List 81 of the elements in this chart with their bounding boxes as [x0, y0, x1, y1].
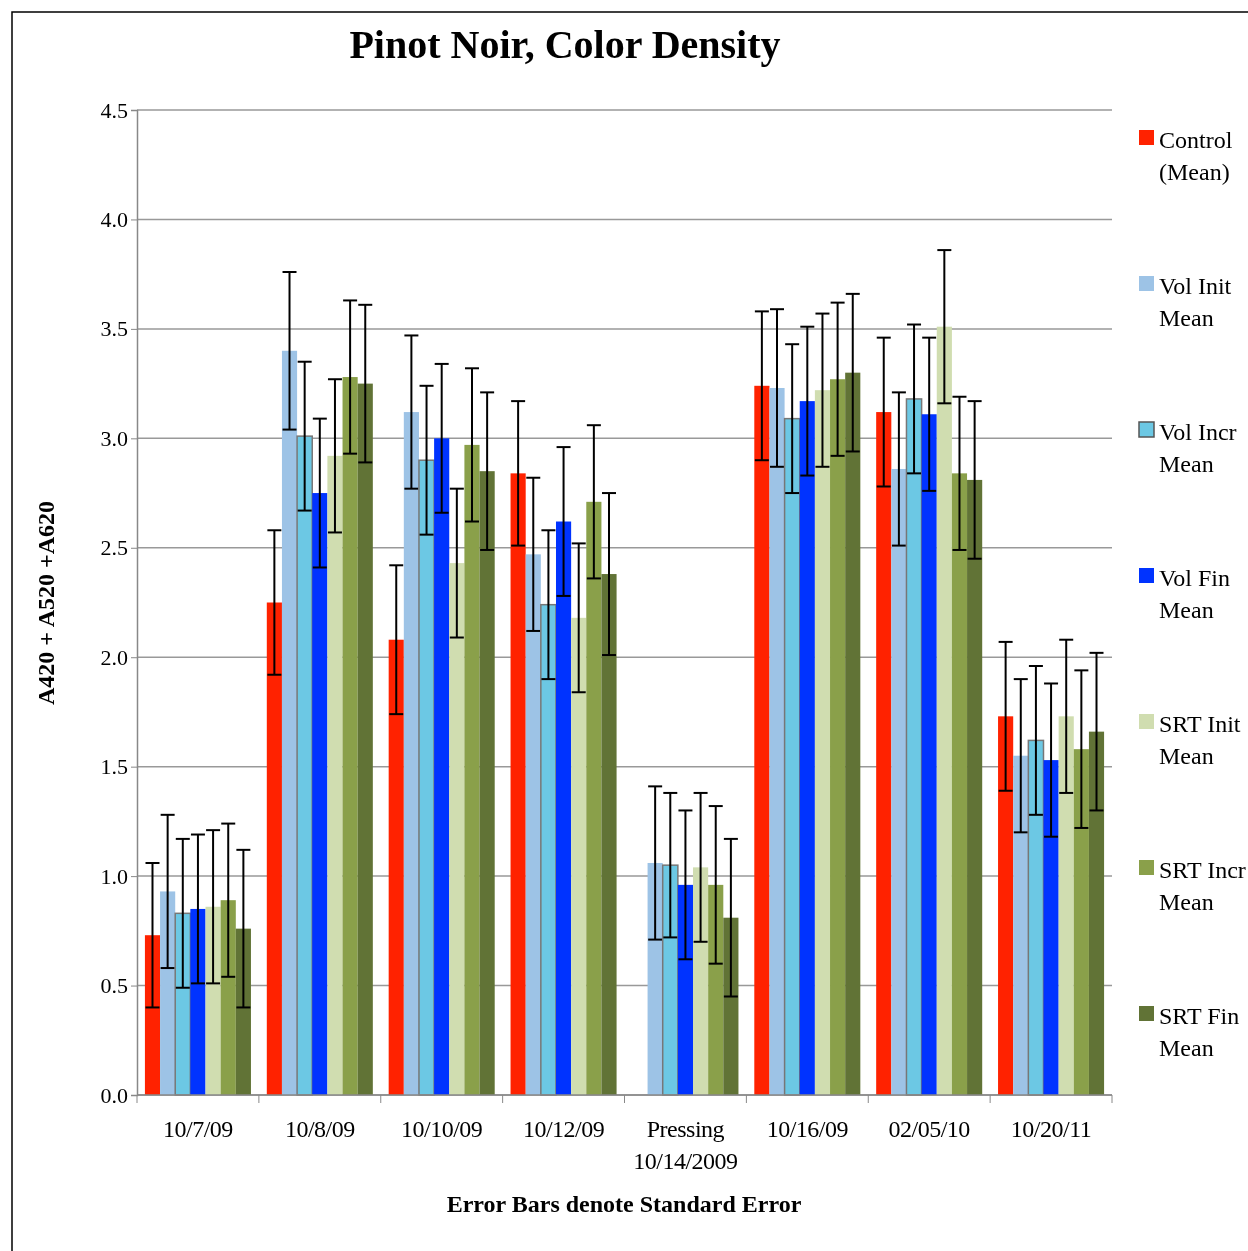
bar: [525, 554, 541, 1095]
bar: [220, 900, 236, 1095]
bar: [449, 563, 465, 1095]
legend-label: Vol Incr Mean: [1159, 419, 1237, 477]
x-tick-label: 02/05/10: [888, 1116, 971, 1142]
bar: [708, 884, 724, 1095]
y-tick-label: 3.0: [100, 425, 128, 451]
y-tick-label: 2.0: [100, 644, 128, 670]
x-tick-label: 10/7/09: [163, 1116, 234, 1142]
bar: [723, 917, 739, 1095]
bar: [479, 471, 495, 1095]
bar: [296, 435, 313, 1096]
bar: [845, 372, 861, 1095]
bar: [601, 574, 617, 1095]
bar: [1027, 739, 1045, 1096]
bar: [967, 479, 983, 1095]
x-tick-label: Pressing 10/14/2009: [633, 1116, 739, 1174]
bar: [693, 867, 709, 1095]
bar: [418, 459, 435, 1096]
x-tick-label: 10/16/09: [766, 1116, 849, 1142]
bar: [205, 906, 221, 1095]
bar: [510, 473, 526, 1095]
bar: [891, 468, 907, 1095]
x-tick-label: 10/8/09: [284, 1116, 356, 1142]
legend-label: Control (Mean): [1159, 127, 1233, 185]
bar: [1043, 760, 1059, 1095]
legend-label: Vol Fin Mean: [1159, 565, 1230, 623]
legend-label: SRT Incr Mean: [1159, 857, 1246, 915]
bar: [403, 412, 419, 1095]
legend-label: SRT Fin Mean: [1159, 1003, 1240, 1061]
bar: [266, 602, 282, 1095]
x-axis-title: Error Bars denote Standard Error: [446, 1191, 802, 1217]
bar: [1058, 716, 1074, 1095]
y-tick-label: 0.5: [100, 973, 128, 999]
bar: [661, 864, 679, 1096]
y-tick-label: 1.0: [100, 863, 128, 889]
bar: [327, 455, 343, 1095]
bar: [312, 493, 328, 1095]
chart-title: Pinot Noir, Color Density: [349, 22, 781, 67]
y-tick-label: 4.0: [100, 206, 128, 232]
bar: [1073, 749, 1089, 1095]
bar: [921, 414, 937, 1095]
x-tick-label: 10/12/09: [522, 1116, 605, 1142]
bar: [769, 387, 785, 1095]
bar: [190, 908, 206, 1095]
legend-label: SRT Init Mean: [1159, 711, 1241, 769]
y-tick-label: 1.5: [100, 754, 128, 780]
bar: [586, 501, 602, 1095]
bar: [357, 383, 373, 1095]
y-tick-label: 2.5: [100, 535, 128, 561]
bar: [174, 912, 192, 1096]
bar: [799, 401, 815, 1095]
bar: [434, 438, 450, 1095]
bar: [876, 412, 892, 1095]
bar: [144, 935, 161, 1095]
y-tick-label: 3.5: [100, 316, 128, 342]
bar: [754, 385, 770, 1095]
legend-label: Vol Init Mean: [1159, 273, 1232, 331]
bar: [783, 417, 801, 1096]
bar: [281, 350, 298, 1095]
bar: [571, 617, 587, 1095]
bar: [905, 398, 923, 1096]
bar: [830, 379, 846, 1095]
bar: [388, 639, 404, 1095]
y-tick-label: 0.0: [100, 1082, 128, 1108]
bar: [555, 521, 572, 1095]
bar: [235, 928, 251, 1095]
bar: [540, 603, 557, 1096]
x-tick-label: 10/20/11: [1010, 1116, 1092, 1142]
bar: [951, 473, 968, 1095]
bar: [1088, 731, 1105, 1095]
y-tick-label: 4.5: [100, 97, 128, 123]
bar: [677, 884, 694, 1095]
bar: [936, 326, 952, 1095]
bar: [998, 716, 1014, 1095]
bar: [342, 377, 358, 1095]
bar: [464, 444, 480, 1095]
y-axis-title: A420 + A520 +A620: [33, 500, 59, 706]
bar: [1013, 755, 1029, 1095]
x-tick-label: 10/10/09: [401, 1116, 483, 1142]
bar: [814, 390, 831, 1095]
